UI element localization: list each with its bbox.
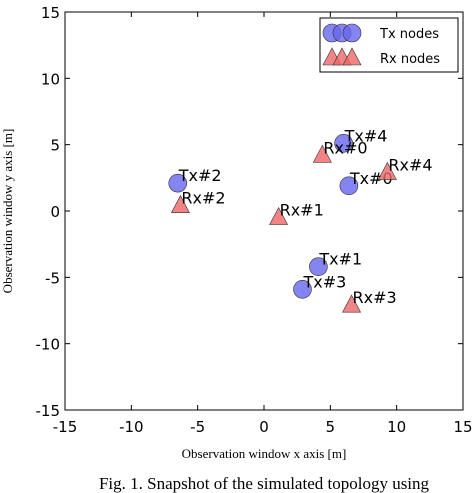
x-axis-label: Observation window x axis [m] [182, 446, 347, 461]
x-tick-label: 5 [326, 418, 336, 436]
y-tick-label: -15 [36, 402, 61, 420]
caption: Fig. 1. Snapshot of the simulated topolo… [99, 474, 430, 493]
triangle-marker [377, 161, 397, 180]
legend-label: Rx nodes [380, 52, 440, 67]
y-tick-label: 15 [41, 4, 60, 22]
triangle-marker [342, 294, 362, 313]
x-tick-label: -5 [190, 418, 205, 436]
node-label: Tx#2 [178, 166, 222, 185]
x-tick-label: 0 [259, 418, 269, 436]
node-label: Tx#4 [344, 126, 388, 145]
x-tick-label: 10 [387, 418, 406, 436]
x-tick-label: -15 [53, 418, 78, 436]
y-tick-label: 0 [50, 203, 60, 221]
circle-marker [342, 23, 362, 43]
circle-marker [339, 176, 359, 196]
triangle-marker [312, 144, 332, 163]
node-label: Tx#1 [318, 250, 362, 269]
circle-marker [309, 257, 328, 277]
node-label: Tx#3 [302, 272, 346, 291]
legend-label: Tx nodes [379, 27, 439, 42]
y-tick-label: -5 [45, 269, 60, 287]
x-tick-label: -10 [119, 418, 144, 436]
x-tick-label: 15 [453, 418, 472, 436]
circle-marker [334, 134, 353, 153]
triangle-marker [269, 206, 289, 225]
y-tick-label: -10 [36, 336, 61, 354]
y-tick-label: 5 [50, 137, 60, 155]
triangle-marker [170, 195, 190, 213]
node-label: Rx#2 [181, 189, 225, 208]
node-label: Rx#3 [353, 288, 397, 307]
node-label: Rx#4 [388, 156, 432, 175]
node-label: Rx#1 [280, 201, 324, 220]
y-tick-label: 10 [41, 70, 60, 88]
circle-marker [168, 173, 188, 193]
triangle-marker [342, 47, 362, 66]
y-axis-label: Observation window y axis [m] [0, 129, 15, 294]
node-label: Rx#0 [323, 138, 367, 157]
circle-marker [293, 279, 312, 299]
